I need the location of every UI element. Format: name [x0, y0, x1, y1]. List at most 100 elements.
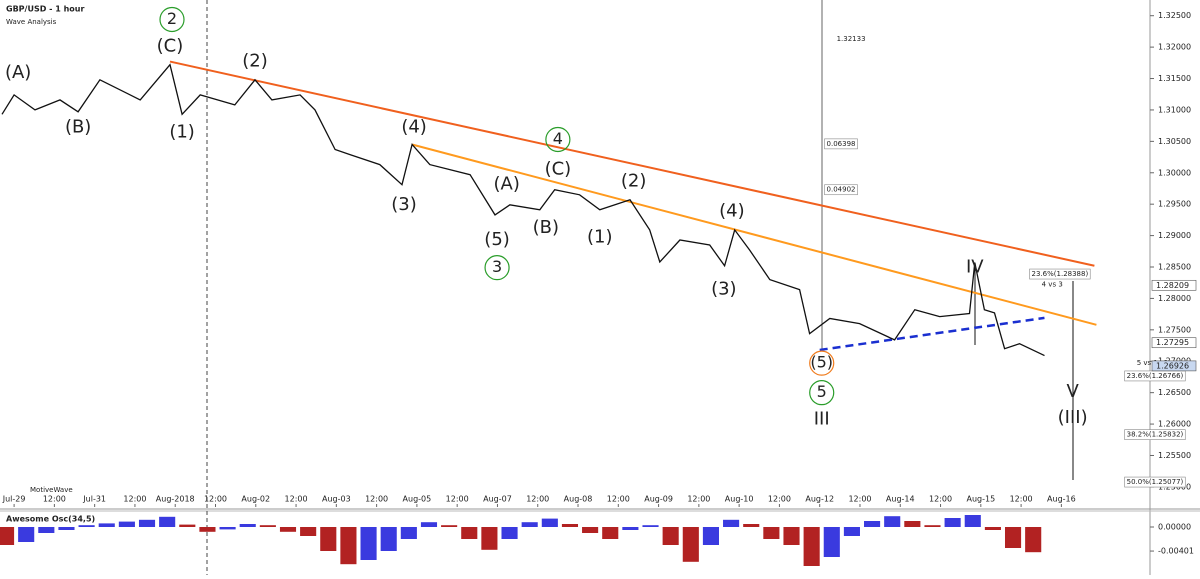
chart-subtitle: Wave Analysis — [6, 18, 57, 26]
x-tick-label: Aug-02 — [241, 495, 270, 504]
y-tick-label: 1.30500 — [1158, 137, 1191, 146]
x-tick-label: 12:00 — [365, 495, 388, 504]
wave-label: 3 — [492, 257, 502, 276]
x-tick-label: Jul-31 — [82, 495, 106, 504]
wave-label: (5) — [484, 229, 510, 250]
y-tick-label: 1.27500 — [1158, 325, 1191, 334]
osc-bar — [803, 527, 820, 566]
wave-label: 4 — [553, 129, 563, 148]
wave-label: 2 — [167, 9, 177, 28]
osc-bar — [521, 522, 538, 527]
y-tick-label: 1.26500 — [1158, 388, 1191, 397]
x-tick-label: Aug-03 — [322, 495, 351, 504]
note: 50.0%(1.25077) — [1127, 478, 1184, 486]
wave-circle — [809, 350, 835, 376]
x-tick-label: 12:00 — [526, 495, 549, 504]
y-tick-label: 1.25500 — [1158, 451, 1191, 460]
wave-label: 5 — [817, 382, 827, 401]
osc-bar — [924, 525, 941, 527]
chart-title: GBP/USD - 1 hour — [6, 5, 84, 14]
osc-bar — [561, 524, 579, 527]
wave-label: IV — [966, 257, 984, 278]
osc-bar — [138, 519, 156, 527]
x-tick-label: Aug-14 — [886, 495, 915, 504]
osc-bar — [1004, 527, 1022, 548]
wave-label: (C) — [545, 159, 572, 180]
y-tick-label: 1.31000 — [1158, 105, 1191, 114]
osc-bar — [320, 527, 337, 551]
osc-bar — [541, 518, 558, 527]
osc-bar — [400, 527, 417, 539]
osc-bar — [1025, 527, 1042, 553]
osc-bar — [864, 521, 881, 527]
osc-bar — [58, 527, 75, 530]
osc-bar — [98, 523, 115, 527]
wave-label: (A) — [494, 174, 520, 195]
x-tick-label: 12:00 — [768, 495, 791, 504]
price-marker — [1151, 360, 1197, 372]
osc-bar — [964, 515, 981, 527]
watermark: MotiveWave — [30, 486, 73, 494]
wave-label: (B) — [533, 217, 559, 238]
x-tick-label: 12:00 — [848, 495, 871, 504]
note: 38.2%(1.25832) — [1127, 431, 1184, 439]
wave-label: (C) — [157, 35, 184, 56]
osc-bar — [662, 527, 679, 545]
trend-line — [169, 60, 1095, 267]
note: 23.6%(1.28388) — [1032, 270, 1089, 278]
osc-tick-label: 0.00000 — [1158, 523, 1191, 532]
x-tick-label: Aug-2018 — [156, 495, 195, 504]
oscillator-title: Awesome Osc(34,5) — [6, 515, 95, 524]
osc-bar — [38, 527, 55, 533]
price-marker-label: 1.26926 — [1156, 361, 1189, 370]
x-tick-label: 12:00 — [446, 495, 469, 504]
note: 23.6%(1.26766) — [1127, 372, 1184, 380]
note-box — [824, 138, 858, 150]
x-tick-label: 12:00 — [687, 495, 710, 504]
price-marker — [1151, 279, 1197, 291]
wave-label: (1) — [169, 122, 195, 143]
note: 1.32133 — [837, 35, 866, 43]
osc-bar — [763, 527, 780, 539]
wave-label: (B) — [65, 117, 91, 138]
wave-circle — [159, 6, 185, 33]
wave-label: (4) — [719, 201, 745, 222]
wave-label: (5) — [810, 353, 833, 372]
price-marker-label: 1.27295 — [1156, 338, 1189, 347]
trend-line — [819, 316, 1045, 352]
note-box — [1029, 268, 1091, 280]
osc-bar — [743, 524, 760, 527]
osc-bar — [723, 519, 740, 527]
y-tick-label: 1.28000 — [1158, 294, 1191, 303]
wave-label: V — [1066, 381, 1079, 402]
trend-line — [411, 143, 1097, 326]
y-tick-label: 1.26000 — [1158, 420, 1191, 429]
wave-label: (III) — [1058, 407, 1088, 428]
osc-bar — [219, 527, 236, 530]
osc-bar — [602, 527, 619, 539]
osc-bar — [843, 527, 860, 536]
wave-label: (4) — [401, 117, 427, 138]
osc-bar — [340, 527, 357, 565]
osc-bar — [884, 516, 901, 527]
y-tick-label: 1.32500 — [1158, 11, 1191, 20]
note: 0.04902 — [827, 186, 856, 194]
osc-bar — [18, 527, 35, 542]
x-tick-label: 12:00 — [607, 495, 630, 504]
wave-circle — [809, 380, 835, 406]
note: 4 vs 3 — [1042, 281, 1063, 289]
y-tick-label: 1.30000 — [1158, 168, 1191, 177]
y-tick-label: 1.28500 — [1158, 263, 1191, 272]
osc-bar — [179, 524, 196, 527]
wave-label: (2) — [621, 171, 647, 192]
note-box — [1124, 429, 1186, 440]
x-tick-label: Aug-05 — [403, 495, 432, 504]
osc-tick-label: -0.00401 — [1158, 547, 1194, 556]
osc-bar — [501, 527, 518, 539]
osc-bar — [461, 527, 478, 539]
y-tick-label: 1.32000 — [1158, 43, 1191, 52]
x-tick-label: Jul-29 — [2, 495, 26, 504]
osc-bar — [944, 518, 961, 527]
note-box — [1124, 476, 1186, 488]
